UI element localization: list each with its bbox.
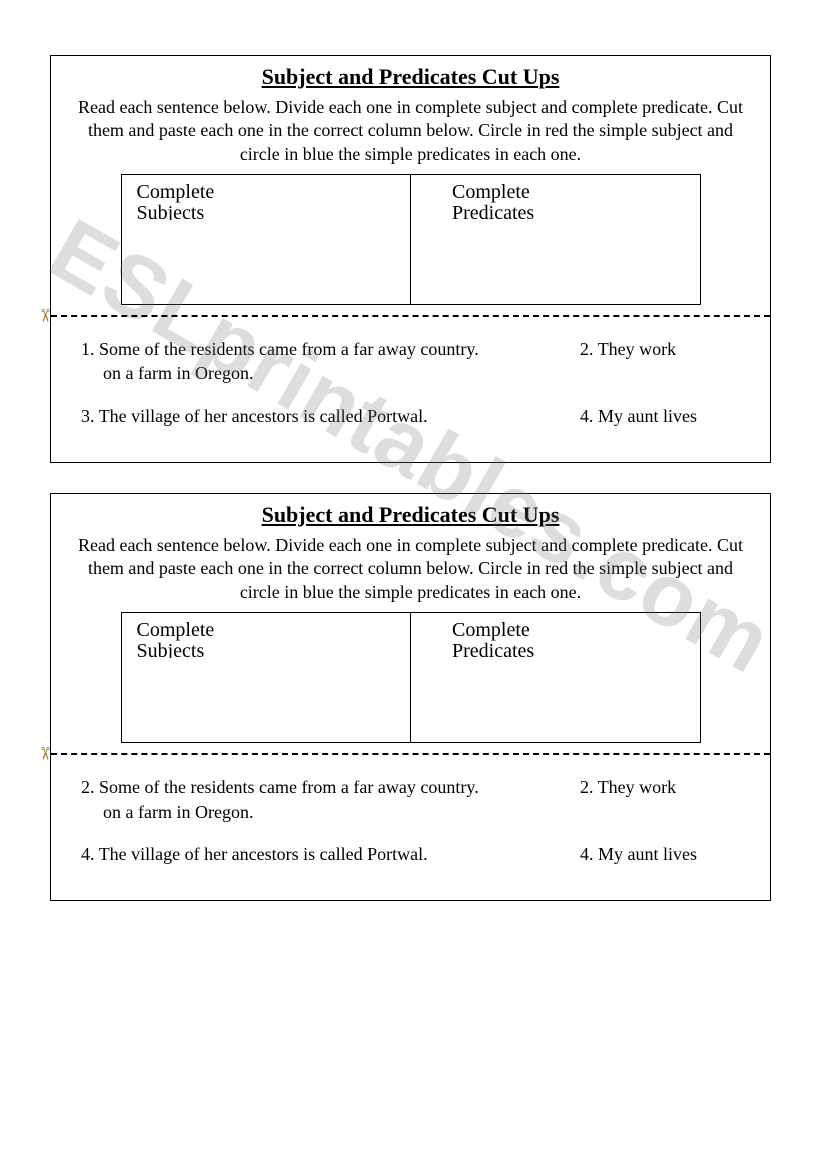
col-head-line: Predicates [452,640,534,658]
sentence-item: 4. The village of her ancestors is calle… [81,842,580,866]
col-head-line: Predicates [452,202,534,220]
column-header-subjects: Complete Subjects [123,614,410,658]
table-cell-subjects: Complete Subjects [121,613,411,743]
sentence-row: 2. Some of the residents came from a far… [81,775,750,824]
worksheet-instructions: Read each sentence below. Divide each on… [51,94,770,174]
col-head-line: Subjects [137,202,205,220]
sentence-number: 4. [580,844,594,864]
col-head-line: Subjects [137,640,205,658]
page: ESLprintables.com Subject and Predicates… [0,0,821,901]
sentence-number: 2. [580,339,594,359]
sentence-text: My aunt lives [598,406,697,426]
worksheet-card: Subject and Predicates Cut Ups Read each… [50,493,771,901]
sentence-item: 3. The village of her ancestors is calle… [81,404,580,428]
column-header-predicates: Complete Predicates [412,614,699,658]
table-cell-predicates: Complete Predicates [411,613,701,743]
sentence-item: 1. Some of the residents came from a far… [81,337,580,386]
sentence-text: Some of the residents came from a far aw… [99,339,479,359]
sentences-block: 2. Some of the residents came from a far… [51,769,770,900]
column-header-subjects: Complete Subjects [123,176,410,220]
sentence-number: 1. [81,339,95,359]
table-cell-predicates: Complete Predicates [411,175,701,305]
worksheet-title: Subject and Predicates Cut Ups [51,494,770,532]
sentence-row: 1. Some of the residents came from a far… [81,337,750,386]
col-head-line: Complete [137,619,215,641]
scissors-icon: ✂ [34,746,55,761]
sentence-text: The village of her ancestors is called P… [99,844,428,864]
sentence-text: My aunt lives [598,844,697,864]
sentence-number: 4. [81,844,95,864]
worksheet-instructions: Read each sentence below. Divide each on… [51,532,770,612]
scissors-icon: ✂ [34,308,55,323]
sentence-item: 2. Some of the residents came from a far… [81,775,580,824]
cut-line: ✂ [51,315,770,317]
sentence-number: 3. [81,406,95,426]
sentence-number: 2. [580,777,594,797]
sentence-item: 2. They work [580,337,750,386]
table-cell-subjects: Complete Subjects [121,175,411,305]
col-head-line: Complete [452,619,530,641]
sentence-number: 4. [580,406,594,426]
worksheet-title: Subject and Predicates Cut Ups [51,56,770,94]
worksheet-table: Complete Subjects Complete Predicates [121,174,701,305]
worksheet-table: Complete Subjects Complete Predicates [121,612,701,743]
sentence-continuation: on a farm in Oregon. [81,800,570,824]
sentence-text: They work [598,339,676,359]
sentence-row: 3. The village of her ancestors is calle… [81,404,750,428]
sentences-block: 1. Some of the residents came from a far… [51,331,770,462]
sentence-text: The village of her ancestors is called P… [99,406,428,426]
sentence-row: 4. The village of her ancestors is calle… [81,842,750,866]
sentence-item: 4. My aunt lives [580,404,750,428]
col-head-line: Complete [137,181,215,203]
worksheet-card: Subject and Predicates Cut Ups Read each… [50,55,771,463]
sentence-text: Some of the residents came from a far aw… [99,777,479,797]
sentence-item: 4. My aunt lives [580,842,750,866]
sentence-number: 2. [81,777,95,797]
sentence-item: 2. They work [580,775,750,824]
col-head-line: Complete [452,181,530,203]
sentence-text: They work [598,777,676,797]
sentence-continuation: on a farm in Oregon. [81,361,570,385]
column-header-predicates: Complete Predicates [412,176,699,220]
cut-line: ✂ [51,753,770,755]
